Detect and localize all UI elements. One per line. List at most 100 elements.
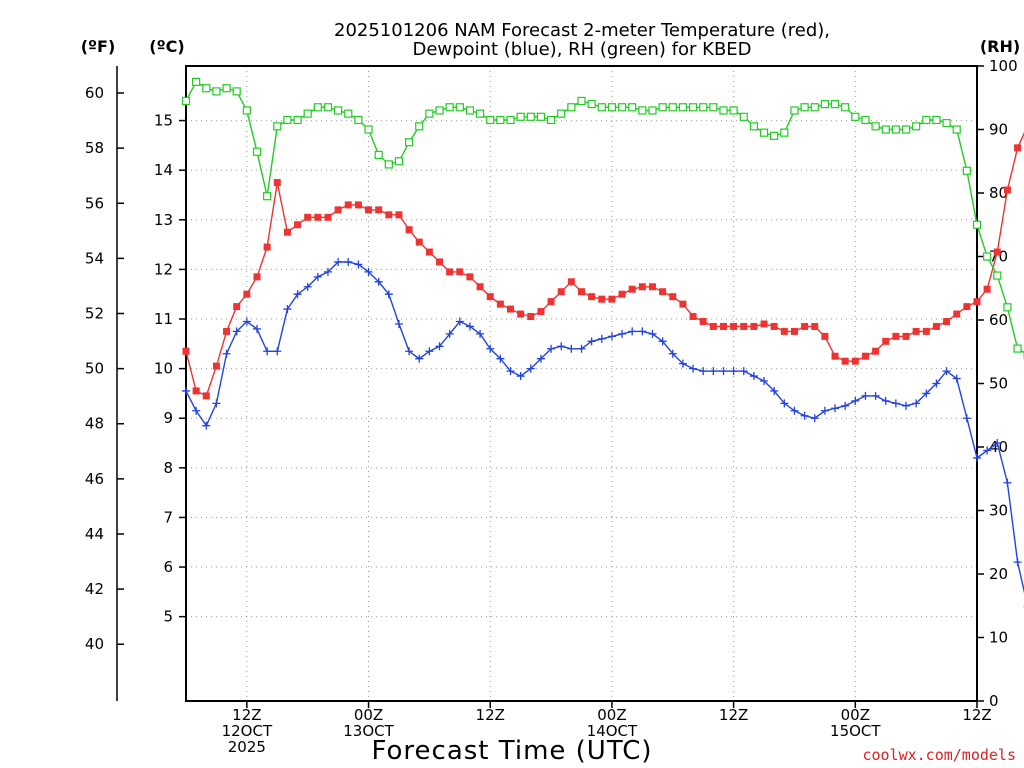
dewpoint-point — [506, 367, 515, 376]
rh-point — [861, 115, 870, 125]
time-tick-label: 12Z — [232, 706, 261, 724]
celsius-tick-label: 5 — [163, 608, 173, 626]
temperature-point — [233, 303, 241, 311]
temperature-point — [253, 273, 261, 281]
dewpoint-point — [496, 354, 505, 363]
temperature-point — [314, 213, 322, 221]
rh-point — [658, 103, 667, 112]
dewpoint-point — [861, 391, 870, 400]
temperature-point — [294, 221, 302, 229]
dewpoint-point — [790, 406, 799, 415]
rh-point — [972, 220, 982, 229]
dewpoint-point — [273, 347, 282, 356]
fahrenheit-tick-label: 60 — [85, 84, 104, 102]
temperature-point — [608, 295, 616, 303]
dewpoint-point — [435, 342, 444, 351]
grid-lines — [186, 66, 978, 701]
rh-point — [415, 122, 424, 131]
rh-point — [486, 115, 495, 125]
temperature-point — [395, 211, 403, 219]
dewpoint-point — [557, 342, 566, 351]
temperature-point — [780, 327, 788, 335]
time-tick-label: 00Z — [841, 706, 870, 724]
dewpoint-point — [526, 364, 535, 373]
rh-point — [932, 115, 941, 125]
rh-point — [192, 77, 201, 86]
rh-point — [830, 99, 840, 109]
chart-subtitle: Dewpoint (blue), RH (green) for KBED — [412, 39, 751, 60]
rh-tick-label: 0 — [989, 692, 999, 710]
temperature-point — [943, 317, 951, 325]
rh-point — [780, 128, 789, 137]
rh-point — [435, 106, 444, 115]
rh-point — [800, 103, 809, 112]
dewpoint-point — [374, 277, 383, 286]
rh-point — [770, 131, 779, 140]
temperature-point — [182, 347, 190, 355]
rh-point — [587, 99, 596, 109]
rh-point — [506, 115, 515, 125]
dewpoint-point — [689, 364, 698, 373]
dewpoint-point — [902, 401, 911, 410]
dewpoint-point — [770, 386, 779, 395]
dewpoint-point — [780, 399, 789, 408]
dewpoint-point — [1013, 558, 1022, 567]
temperature-point — [527, 313, 535, 321]
rh-point — [891, 125, 900, 134]
rh-point — [496, 115, 505, 125]
rh-point — [455, 103, 464, 112]
temperature-point — [354, 201, 362, 209]
time-tick-label: 15OCT — [830, 722, 881, 740]
rh-point — [790, 106, 799, 115]
time-tick-label: 12Z — [962, 706, 991, 724]
rh-point — [222, 84, 231, 93]
rh-point — [942, 119, 951, 128]
rh-point — [901, 125, 911, 134]
rh-point — [384, 160, 393, 169]
celsius-tick-label: 12 — [154, 260, 173, 278]
dewpoint-point — [394, 319, 403, 328]
temperature-point — [547, 298, 555, 306]
temperature-point — [334, 206, 342, 214]
celsius-tick-label: 8 — [163, 459, 173, 477]
temperature-point — [486, 293, 494, 301]
fahrenheit-tick-label: 42 — [85, 580, 104, 598]
temperature-point — [699, 317, 707, 325]
dewpoint-point — [973, 453, 981, 462]
rh-point — [374, 150, 383, 159]
rh-point — [851, 112, 860, 121]
temperature-point — [223, 327, 231, 335]
fahrenheit-tick-label: 40 — [85, 635, 104, 653]
temperature-point — [415, 238, 423, 246]
dewpoint-point — [993, 439, 1002, 448]
dewpoint-point — [364, 267, 373, 276]
dewpoint-point — [942, 367, 951, 376]
rh-point — [293, 115, 302, 125]
rh-tick-label: 70 — [989, 248, 1008, 266]
dewpoint-point — [891, 399, 900, 408]
temperature-point — [588, 293, 596, 301]
dewpoint-point — [678, 359, 687, 368]
dewpoint-point — [547, 344, 556, 353]
temperature-point — [851, 357, 859, 365]
temperature-point — [405, 226, 413, 234]
dewpoint-point — [638, 327, 647, 336]
dewpoint-point — [800, 411, 809, 420]
dewpoint-point — [283, 305, 292, 314]
temperature-series-line — [185, 132, 1024, 397]
time-tick-label: 2025 — [228, 738, 266, 756]
fahrenheit-tick-label: 44 — [85, 525, 104, 543]
rh-tick-label: 80 — [989, 184, 1008, 202]
temperature-point — [385, 211, 393, 219]
temperature-point — [507, 305, 515, 313]
rh-point — [465, 106, 475, 115]
rh-point — [567, 103, 576, 112]
dewpoint-point — [293, 290, 302, 299]
temperature-point — [517, 310, 525, 318]
dewpoint-point — [1003, 478, 1012, 487]
rh-point — [729, 106, 738, 115]
dewpoint-point — [182, 386, 190, 395]
dewpoint-point — [810, 414, 819, 423]
dewpoint-point — [516, 372, 525, 381]
